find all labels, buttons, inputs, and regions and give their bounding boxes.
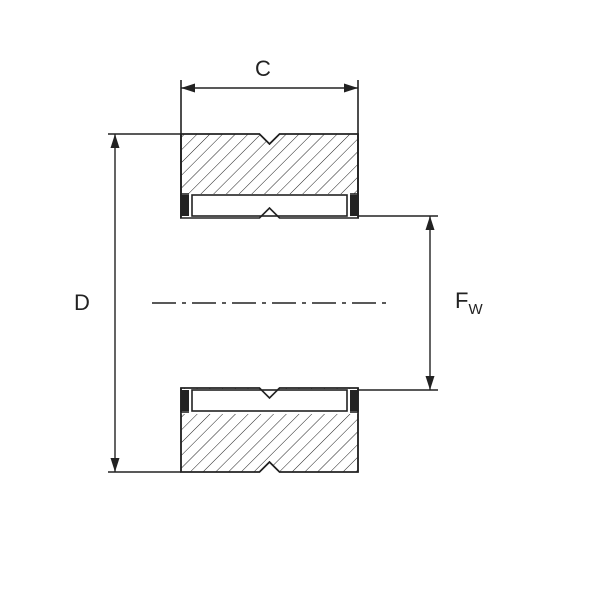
bearing-section-diagram: C D FW (0, 0, 600, 600)
dim-label-d: D (74, 290, 90, 315)
dim-label-fw: FW (455, 288, 483, 318)
dim-label-c: C (255, 56, 271, 81)
